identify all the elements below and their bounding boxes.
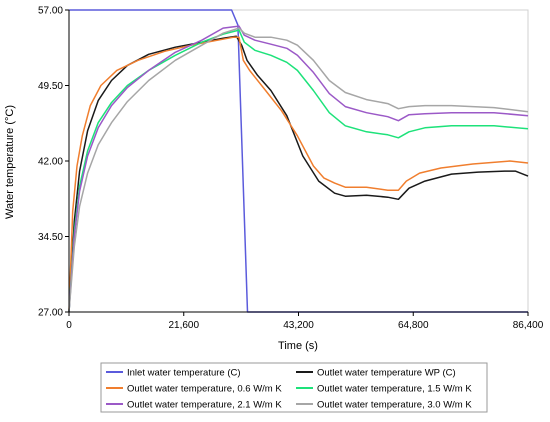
series-line-1: [69, 9, 528, 313]
plot-area: [68, 9, 529, 313]
plot-frame: [68, 9, 529, 313]
legend-label-4: Outlet water temperature, 1.5 W/m K: [317, 384, 472, 395]
series-line-4: [68, 29, 529, 313]
legend-label-3: Outlet water temperature, 0.6 W/m K: [127, 384, 282, 395]
y-axis-title: Water temperature (°C): [4, 105, 16, 219]
series-line-2: [68, 35, 529, 313]
series-line-6: [68, 27, 529, 313]
y-tick-label: 27.00: [38, 308, 63, 319]
legend-label-5: Outlet water temperature, 2.1 W/m K: [127, 400, 282, 411]
legend-label-2: Outlet water temperature WP (C): [317, 368, 456, 379]
series-line-3: [68, 36, 529, 313]
y-tick-label: 42.00: [38, 157, 63, 168]
y-tick-label: 49.50: [38, 81, 63, 92]
y-tick-label: 57.00: [38, 6, 63, 17]
x-tick-label: 86,400: [513, 320, 544, 331]
x-tick-label: 43,200: [283, 320, 314, 331]
x-tick-label: 21,600: [168, 320, 199, 331]
axes-layer: [68, 10, 528, 313]
x-tick-label: 0: [66, 320, 72, 331]
legend-box: [100, 362, 488, 413]
legend: Inlet water temperature (C) Outlet water …: [100, 362, 488, 413]
ticks-layer: 0 21,600 43,200 64,800 86,400 27.00 34.50 42.00…: [38, 6, 544, 332]
series-layer: [68, 9, 529, 313]
x-tick-label: 64,800: [398, 320, 429, 331]
x-axis-title: Time (s): [278, 340, 318, 352]
series-line-5: [68, 25, 529, 313]
legend-label-6: Outlet water temperature, 3.0 W/m K: [317, 400, 472, 411]
legend-label-1: Inlet water temperature (C): [127, 368, 241, 379]
y-tick-label: 34.50: [38, 232, 63, 243]
